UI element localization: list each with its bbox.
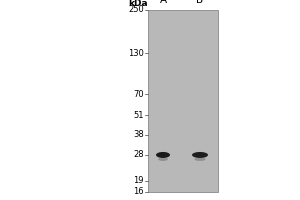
Ellipse shape bbox=[158, 157, 168, 161]
Text: 19: 19 bbox=[134, 176, 144, 185]
Text: B: B bbox=[196, 0, 204, 5]
Ellipse shape bbox=[194, 157, 206, 161]
Text: 130: 130 bbox=[128, 49, 144, 58]
Text: 28: 28 bbox=[134, 150, 144, 159]
Bar bbox=[148, 10, 218, 192]
Text: 38: 38 bbox=[133, 130, 144, 139]
Ellipse shape bbox=[192, 152, 208, 158]
Text: 250: 250 bbox=[128, 5, 144, 15]
Ellipse shape bbox=[156, 152, 170, 158]
Text: A: A bbox=[159, 0, 167, 5]
Text: 70: 70 bbox=[134, 90, 144, 99]
Text: 51: 51 bbox=[134, 111, 144, 120]
Text: 16: 16 bbox=[134, 188, 144, 196]
Text: kDa: kDa bbox=[128, 0, 148, 7]
